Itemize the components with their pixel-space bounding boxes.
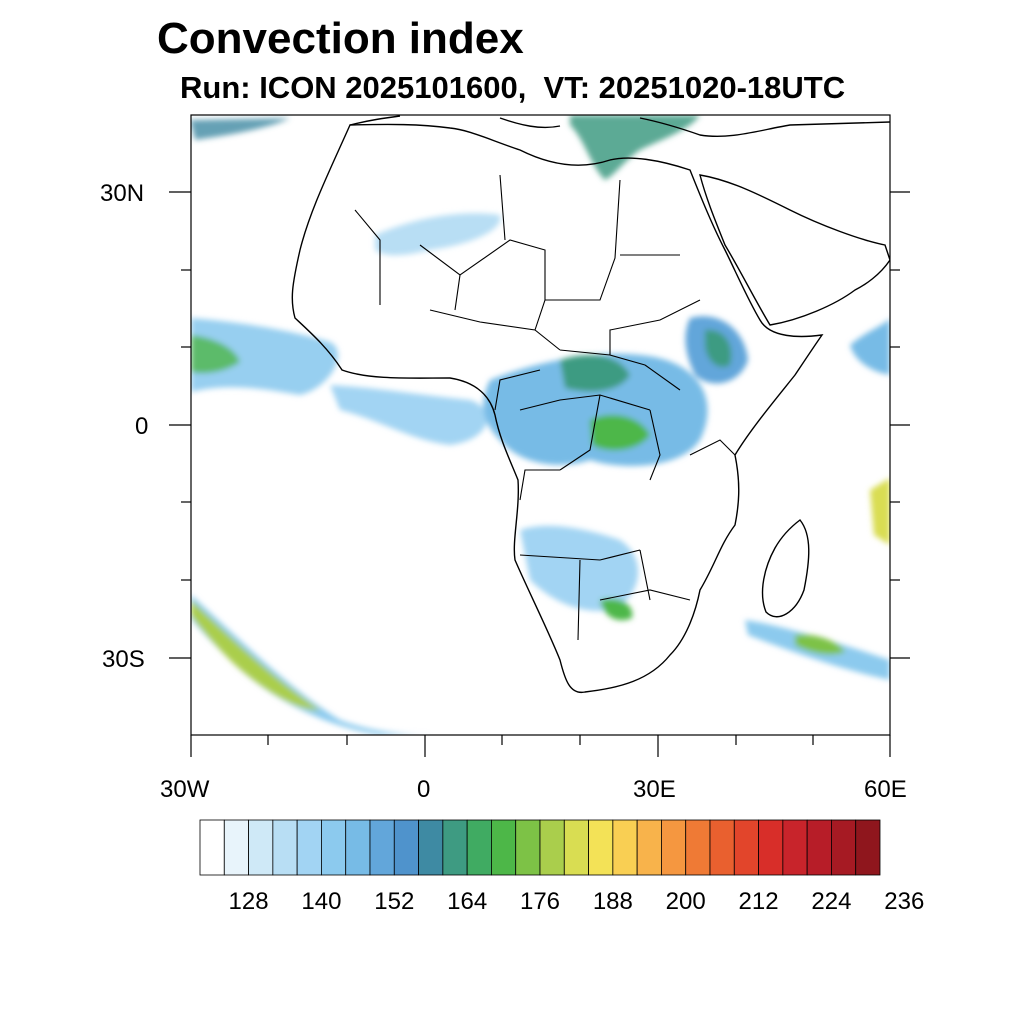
colorbar-box [636, 819, 662, 876]
colorbar-box [223, 819, 249, 876]
colorbar [199, 819, 881, 876]
chart-title: Convection index [157, 14, 524, 63]
colorbar-box [515, 819, 541, 876]
europe-coastline [349, 115, 890, 138]
madagascar-coastline [761, 519, 810, 618]
colorbar-box [321, 819, 347, 876]
colorbar-label: 224 [811, 888, 852, 915]
convection-shading [191, 115, 890, 735]
ytick-label-30n: 30N [100, 180, 145, 207]
colorbar-box [806, 819, 832, 876]
colorbar-box [588, 819, 614, 876]
colorbar-box [733, 819, 759, 876]
colorbar-label: 128 [228, 888, 269, 915]
xtick-label-60e: 60E [864, 776, 907, 803]
xtick-label-30e: 30E [633, 776, 676, 803]
colorbar-box [831, 819, 857, 876]
colorbar-box [345, 819, 371, 876]
colorbar-label: 188 [592, 888, 633, 915]
colorbar-box [369, 819, 395, 876]
colorbar-box [466, 819, 492, 876]
colorbar-box [782, 819, 808, 876]
coastlines [291, 115, 890, 694]
colorbar-box [758, 819, 784, 876]
colorbar-box [442, 819, 468, 876]
colorbar-box [612, 819, 638, 876]
axis-ticks [169, 191, 910, 757]
ytick-label-0: 0 [135, 413, 149, 440]
xtick-label-30w: 30W [160, 776, 210, 803]
colorbar-box [563, 819, 589, 876]
colorbar-box [855, 819, 881, 876]
colorbar-box [248, 819, 274, 876]
colorbar-label: 164 [447, 888, 488, 915]
colorbar-label: 200 [665, 888, 706, 915]
ytick-label-30s: 30S [102, 646, 145, 673]
colorbar-box [491, 819, 517, 876]
colorbar-box [539, 819, 565, 876]
chart-subtitle: Run: ICON 2025101600, VT: 20251020-18UTC [180, 70, 846, 105]
arabia-coastline [699, 174, 890, 326]
colorbar-box [199, 819, 225, 876]
colorbar-box [296, 819, 322, 876]
colorbar-label: 236 [884, 888, 925, 915]
colorbar-box [272, 819, 298, 876]
colorbar-box [393, 819, 419, 876]
colorbar-box [685, 819, 711, 876]
colorbar-box [661, 819, 687, 876]
colorbar-label: 140 [301, 888, 342, 915]
colorbar-label: 152 [374, 888, 415, 915]
colorbar-label: 212 [738, 888, 779, 915]
xtick-label-0: 0 [417, 776, 431, 803]
colorbar-box [418, 819, 444, 876]
country-borders [354, 174, 736, 641]
colorbar-label: 176 [519, 888, 561, 915]
colorbar-box [709, 819, 735, 876]
africa-coastline [291, 123, 824, 694]
